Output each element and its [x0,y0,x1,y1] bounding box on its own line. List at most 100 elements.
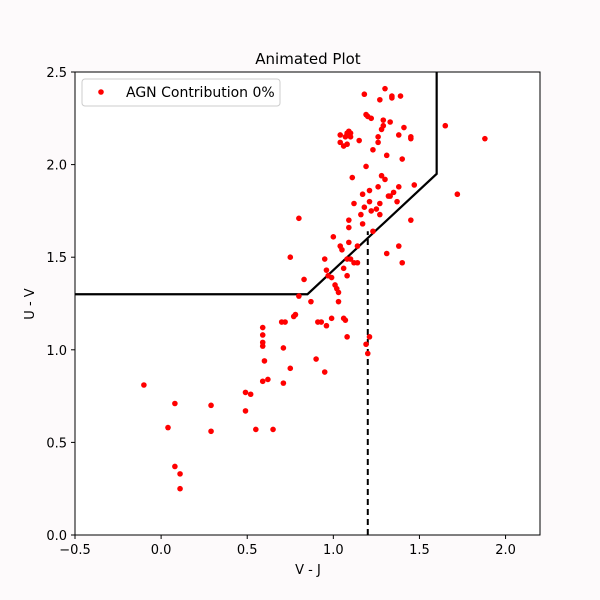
data-point [401,124,407,131]
data-point [366,334,373,340]
data-point [165,424,171,431]
data-point [375,139,381,146]
data-point [377,96,383,103]
data-point [368,115,375,122]
data-point [287,254,294,260]
x-tick-label: −0.5 [59,543,91,558]
data-point [390,189,397,196]
plot-area [75,72,540,535]
data-point [380,122,387,129]
data-point [454,191,461,198]
data-point [321,256,328,262]
y-axis-label: U - V [23,288,38,319]
data-point [296,215,302,222]
data-point [368,208,375,214]
data-point [347,134,354,140]
x-tick-label: 0.0 [151,543,172,558]
data-point [321,369,328,375]
data-point [382,85,388,92]
data-point [399,156,406,162]
y-tick-label: 0.0 [46,529,67,544]
plot-frame [74,71,541,536]
data-point [380,117,387,123]
data-point [208,402,214,409]
data-point [337,132,344,138]
data-point [346,217,352,223]
data-point [347,256,354,262]
data-point [482,135,488,142]
data-point [265,376,271,383]
data-point [342,317,349,323]
data-point [141,382,147,388]
data-point [408,217,414,223]
data-point [411,182,418,188]
data-point [177,485,183,492]
data-point [335,289,342,296]
data-point [383,152,390,159]
chart-title: Animated Plot [255,50,361,68]
data-point [172,400,178,407]
data-point [378,172,385,179]
data-point [364,350,371,357]
data-point [370,146,376,153]
data-point [375,184,381,190]
data-point [346,239,352,246]
data-point [242,389,249,396]
x-tick-label: 2.0 [495,543,516,558]
data-point [308,298,314,305]
data-point [356,137,362,144]
data-point [337,139,344,146]
data-point [172,463,178,470]
x-axis-label: V - J [295,563,321,578]
data-point [323,322,330,329]
data-point [389,95,395,101]
data-point [394,198,400,205]
data-point [340,265,347,272]
data-point [361,204,368,210]
data-point [344,141,350,148]
data-point [387,193,393,199]
data-point [335,298,342,305]
data-point [346,224,352,231]
y-tick-label: 1.5 [46,251,67,266]
data-point [332,282,338,288]
data-point [397,93,404,99]
data-point [358,211,364,218]
data-point [270,426,276,433]
axis-ticks: −0.5 0.0 0.5 1.0 1.5 2.00.00.51.01.52.02.5 [46,66,516,558]
data-point [328,274,335,281]
legend-label: AGN Contribution 0% [126,85,275,101]
data-point [339,246,345,253]
legend: AGN Contribution 0% [81,78,281,107]
data-point [330,234,337,240]
data-point [408,134,414,140]
data-point [292,311,299,318]
data-point [259,324,266,331]
data-point [370,228,376,235]
data-point [387,119,393,125]
data-point [395,132,402,138]
data-point [259,343,266,349]
data-point [359,191,366,198]
data-point [363,163,369,170]
data-point [361,91,368,98]
data-point [377,200,383,207]
data-point [323,267,330,273]
x-tick-label: 1.5 [409,543,430,558]
data-point [287,365,294,372]
x-tick-label: 1.0 [323,543,344,558]
data-point [354,243,361,249]
data-point [351,200,357,207]
data-point [399,259,406,266]
data-point [301,276,307,283]
data-point [395,243,402,249]
legend-marker [98,89,104,95]
data-point [247,391,254,398]
data-point [359,221,366,227]
data-point [395,184,402,190]
data-point [318,319,325,325]
data-point [313,356,319,362]
data-point [208,428,214,435]
data-point [280,345,287,351]
